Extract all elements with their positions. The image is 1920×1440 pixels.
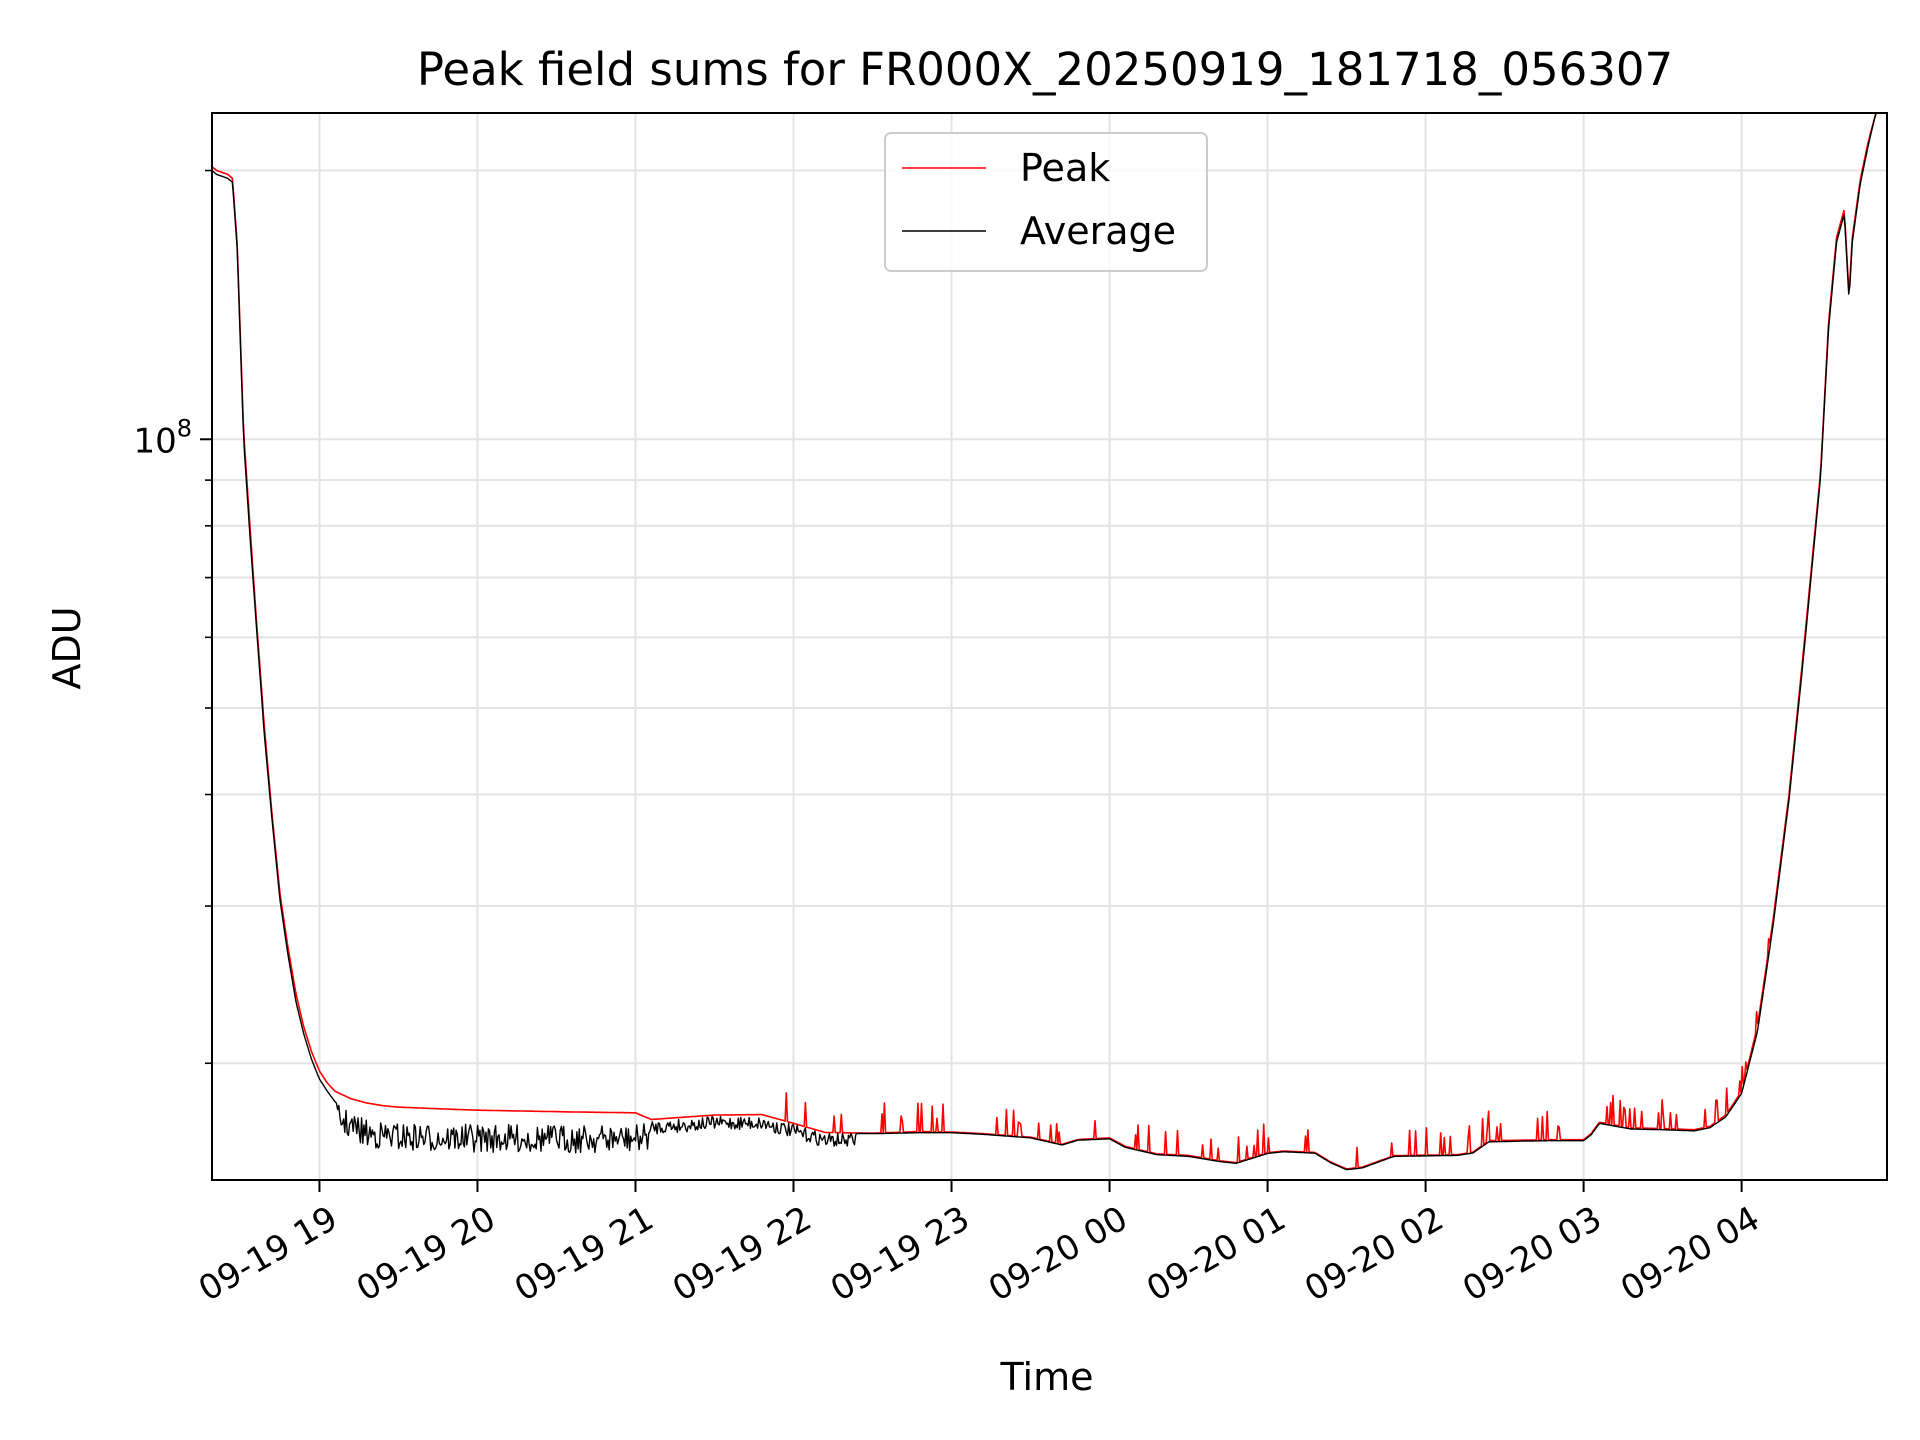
y-tick-label: 108: [133, 414, 192, 461]
series-average-line: [211, 112, 1887, 1171]
legend-peak-label: Peak: [1020, 146, 1110, 190]
grid-layer: [212, 113, 1887, 1180]
y-axis-label: ADU: [45, 606, 89, 689]
chart-title: Peak field sums for FR000X_20250919_1817…: [417, 43, 1673, 96]
x-axis-label: Time: [1000, 1355, 1094, 1399]
legend: Peak Average: [884, 132, 1208, 272]
series-layer: [211, 112, 1887, 1171]
legend-average-label: Average: [1020, 209, 1176, 253]
y-axis-ticks: 108: [133, 169, 212, 1065]
axes-frame: [211, 112, 1888, 1181]
plot-area: [211, 112, 1888, 1181]
